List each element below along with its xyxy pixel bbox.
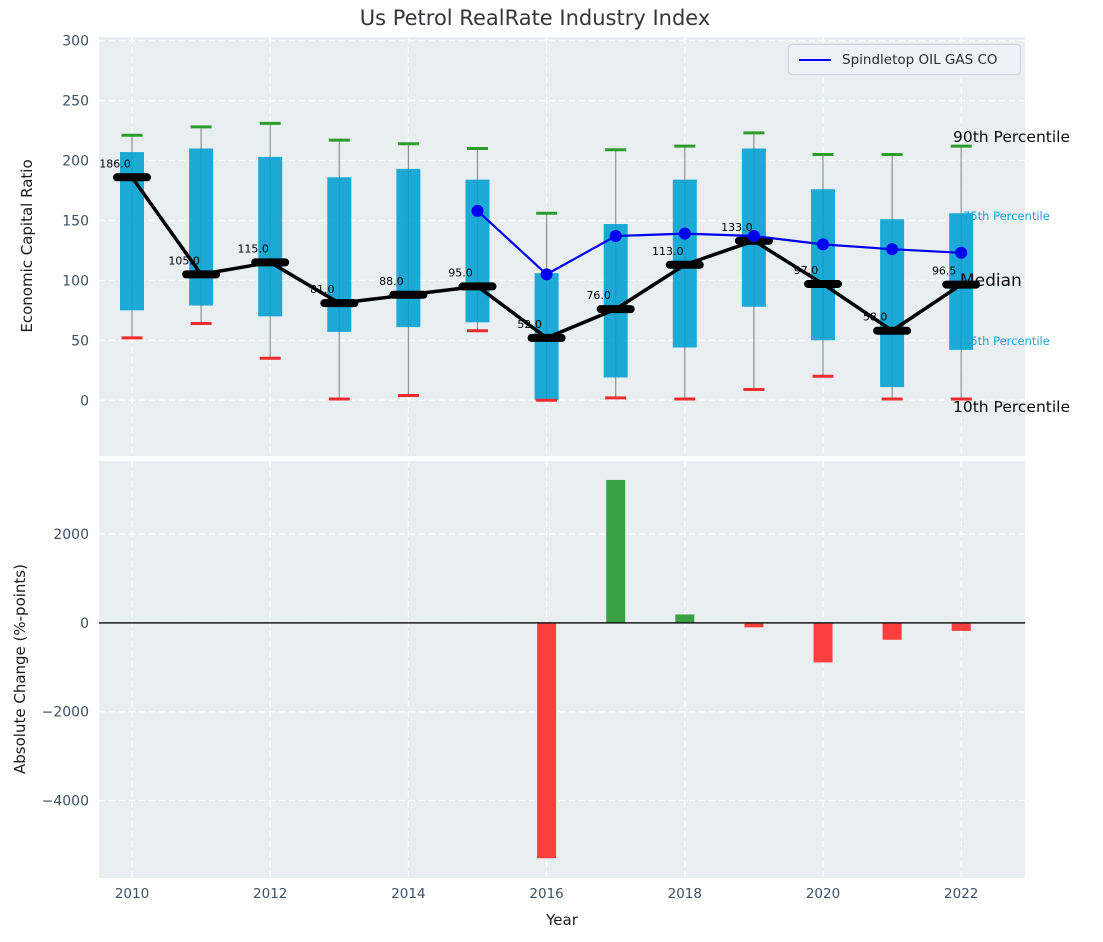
change-bar-2018 — [675, 614, 695, 623]
axis-ticks: 0 50 100 150 200 250 300 2000 0 −2000 −4000 2010 201… — [42, 34, 979, 902]
median-value-label-2022: 96.5 — [932, 265, 957, 278]
change-bar-2020 — [813, 622, 833, 663]
bottom-plot-area — [99, 461, 1025, 878]
chart-title: Us Petrol RealRate Industry Index — [359, 6, 711, 30]
median-value-label-2021: 58.0 — [863, 311, 888, 324]
top-y-tick-label: 300 — [62, 34, 89, 50]
legend: Spindletop OIL GAS CO — [788, 44, 1021, 75]
iqr-box — [465, 179, 490, 323]
median-value-label-2017: 76.0 — [586, 289, 611, 302]
change-bar-2022 — [951, 622, 971, 631]
iqr-box — [603, 224, 628, 378]
x-tick-label: 2014 — [391, 886, 425, 902]
median-value-label-2020: 97.0 — [794, 264, 819, 277]
top-y-tick-label: 250 — [62, 94, 89, 110]
median-value-label-2010: 186.0 — [99, 157, 131, 170]
median-value-label-2011: 105.0 — [168, 254, 200, 267]
boxplot-2014 — [396, 142, 421, 397]
company-point-2015 — [471, 204, 484, 217]
company-point-2016 — [540, 268, 553, 281]
x-tick-label: 2010 — [115, 886, 149, 902]
iqr-box — [811, 189, 835, 341]
boxplot-2015 — [465, 146, 490, 333]
median-value-label-2013: 81.0 — [310, 283, 335, 296]
top-y-tick-label: 200 — [62, 153, 89, 169]
bottom-y-tick-label: −4000 — [42, 793, 89, 809]
annotation-75th-percentile: 75th Percentile — [963, 209, 1050, 223]
annotation-25th-percentile: 25th Percentile — [963, 334, 1050, 348]
iqr-box — [189, 148, 214, 306]
iqr-box — [258, 156, 283, 317]
iqr-box — [396, 168, 421, 328]
x-tick-label: 2022 — [944, 886, 978, 902]
change-bar-2021 — [882, 622, 902, 640]
median-value-label-2012: 115.0 — [237, 242, 269, 255]
top-y-tick-label: 0 — [80, 393, 89, 409]
change-bar-2016 — [537, 622, 557, 859]
top-plot-area — [99, 37, 1025, 456]
top-y-tick-label: 100 — [62, 273, 89, 289]
company-point-2019 — [747, 230, 760, 243]
median-value-label-2015: 95.0 — [448, 266, 473, 279]
iqr-box — [741, 148, 766, 307]
company-point-2018 — [678, 227, 691, 240]
boxplot-2012 — [258, 121, 283, 360]
company-point-2022 — [955, 246, 968, 259]
annotation-10th-percentile: 10th Percentile — [953, 398, 1071, 416]
median-value-label-2018: 113.0 — [652, 245, 684, 258]
boxplot-2017 — [603, 148, 628, 400]
boxplot-2019 — [741, 131, 766, 391]
annotation-median: Median — [960, 271, 1022, 291]
legend-line-sample — [799, 58, 831, 61]
top-y-tick-label: 50 — [71, 333, 89, 349]
boxplot-2011 — [189, 125, 214, 326]
bottom-y-tick-label: 0 — [80, 616, 89, 632]
median-value-label-2019: 133.0 — [721, 221, 753, 234]
x-tick-label: 2012 — [253, 886, 287, 902]
change-bar-2019 — [744, 622, 764, 628]
company-point-2020 — [817, 238, 829, 251]
iqr-box — [327, 177, 352, 332]
x-tick-label: 2018 — [668, 886, 702, 902]
top-y-axis-label: Economic Capital Ratio — [18, 159, 36, 333]
bottom-y-axis-label: Absolute Change (%-points) — [11, 564, 29, 774]
boxplot-2020 — [811, 152, 835, 378]
company-point-2021 — [886, 243, 899, 256]
x-tick-label: 2016 — [529, 886, 563, 902]
median-value-labels: 186.0 105.0 115.0 81.0 88.0 95.0 52.0 76.0 113.0… — [99, 157, 956, 331]
bottom-y-tick-label: −2000 — [42, 705, 89, 721]
median-value-label-2016: 52.0 — [517, 318, 542, 331]
company-line — [476, 210, 962, 276]
bottom-y-tick-label: 2000 — [53, 527, 89, 543]
change-bar-2017 — [606, 479, 626, 623]
annotation-90th-percentile: 90th Percentile — [953, 128, 1071, 146]
legend-label: Spindletop OIL GAS CO — [842, 51, 998, 68]
x-tick-label: 2020 — [806, 886, 840, 902]
median-value-label-2014: 88.0 — [379, 275, 404, 288]
top-y-tick-label: 150 — [62, 213, 89, 229]
x-axis-label: Year — [546, 911, 578, 929]
company-point-2017 — [609, 230, 622, 243]
